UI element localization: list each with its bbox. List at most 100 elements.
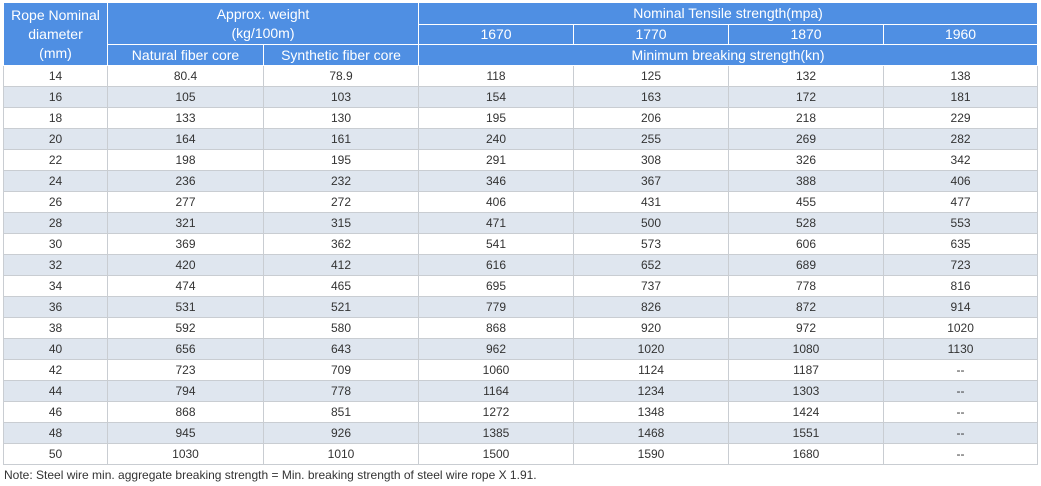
table-cell: 218 — [728, 107, 885, 129]
table-cell: 255 — [573, 128, 730, 150]
header-tensile-strength: Nominal Tensile strength(mpa) — [418, 2, 1039, 25]
footnote: Note: Steel wire min. aggregate breaking… — [4, 468, 537, 482]
table-cell: 181 — [883, 86, 1039, 108]
table-cell: 1680 — [728, 443, 885, 465]
header-diameter-line1: Rope Nominal — [11, 6, 100, 23]
header-grade-1670: 1670 — [418, 24, 575, 45]
table-cell: 580 — [262, 317, 420, 339]
table-cell: 282 — [883, 128, 1039, 150]
table-cell: 161 — [262, 128, 420, 150]
table-cell: 195 — [262, 149, 420, 171]
header-grade-1960: 1960 — [883, 24, 1039, 45]
table-cell: 154 — [418, 86, 575, 108]
table-row: 42 723 709 1060 1124 1187 -- — [3, 359, 1039, 381]
table-cell: 778 — [262, 380, 420, 402]
table-cell: 972 — [728, 317, 885, 339]
table-row: 48 945 926 1385 1468 1551 -- — [3, 422, 1039, 444]
table-cell: 232 — [262, 170, 420, 192]
table-cell: 308 — [573, 149, 730, 171]
table-cell: 30 — [3, 233, 108, 255]
table-cell: 18 — [3, 107, 108, 129]
rope-spec-table: Rope Nominal diameter (mm) Approx. weigh… — [3, 2, 1039, 465]
table-cell: 465 — [262, 275, 420, 297]
table-cell: 1164 — [418, 380, 575, 402]
table-cell: 816 — [883, 275, 1039, 297]
table-cell: 132 — [728, 65, 885, 87]
header-natural-fiber: Natural fiber core — [107, 44, 264, 66]
table-cell: 1080 — [728, 338, 885, 360]
table-cell: 1385 — [418, 422, 575, 444]
table-cell: 20 — [3, 128, 108, 150]
table-cell: -- — [883, 359, 1039, 381]
table-cell: 779 — [418, 296, 575, 318]
table-cell: 737 — [573, 275, 730, 297]
table-cell: 1303 — [728, 380, 885, 402]
table-cell: 28 — [3, 212, 108, 234]
table-cell: 1468 — [573, 422, 730, 444]
table-cell: 920 — [573, 317, 730, 339]
table-cell: 206 — [573, 107, 730, 129]
table-cell: 133 — [107, 107, 264, 129]
table-cell: 606 — [728, 233, 885, 255]
table-cell: 616 — [418, 254, 575, 276]
table-row: 18 133 130 195 206 218 229 — [3, 107, 1039, 129]
table-cell: 962 — [418, 338, 575, 360]
table-row: 14 80.4 78.9 118 125 132 138 — [3, 65, 1039, 87]
table-header: Rope Nominal diameter (mm) Approx. weigh… — [3, 2, 1039, 66]
table-cell: 851 — [262, 401, 420, 423]
table-cell: 926 — [262, 422, 420, 444]
table-cell: 1030 — [107, 443, 264, 465]
table-cell: 42 — [3, 359, 108, 381]
table-cell: 105 — [107, 86, 264, 108]
table-cell: 34 — [3, 275, 108, 297]
table-cell: 38 — [3, 317, 108, 339]
table-cell: 521 — [262, 296, 420, 318]
table-cell: 1187 — [728, 359, 885, 381]
table-row: 38 592 580 868 920 972 1020 — [3, 317, 1039, 339]
table-row: 24 236 232 346 367 388 406 — [3, 170, 1039, 192]
table-cell: 689 — [728, 254, 885, 276]
table-row: 36 531 521 779 826 872 914 — [3, 296, 1039, 318]
table-cell: 125 — [573, 65, 730, 87]
table-cell: 1234 — [573, 380, 730, 402]
table-row: 20 164 161 240 255 269 282 — [3, 128, 1039, 150]
table-row: 30 369 362 541 573 606 635 — [3, 233, 1039, 255]
table-cell: 652 — [573, 254, 730, 276]
table-cell: 103 — [262, 86, 420, 108]
table-cell: 531 — [107, 296, 264, 318]
table-cell: 269 — [728, 128, 885, 150]
table-cell: 240 — [418, 128, 575, 150]
table-cell: 914 — [883, 296, 1039, 318]
table-cell: 138 — [883, 65, 1039, 87]
table-cell: 291 — [418, 149, 575, 171]
table-cell: 1590 — [573, 443, 730, 465]
table-cell: 794 — [107, 380, 264, 402]
header-diameter-line3: (mm) — [39, 44, 72, 61]
table-cell: 342 — [883, 149, 1039, 171]
table-cell: 592 — [107, 317, 264, 339]
header-weight-line2: (kg/100m) — [231, 24, 295, 41]
table-cell: 163 — [573, 86, 730, 108]
table-cell: 412 — [262, 254, 420, 276]
header-diameter-line2: diameter — [28, 25, 83, 42]
header-weight: Approx. weight (kg/100m) — [106, 2, 420, 45]
table-cell: 272 — [262, 191, 420, 213]
table-cell: 1551 — [728, 422, 885, 444]
table-cell: 315 — [262, 212, 420, 234]
table-cell: 16 — [3, 86, 108, 108]
table-cell: 80.4 — [107, 65, 264, 87]
header-synthetic-fiber: Synthetic fiber core — [262, 44, 420, 66]
table-cell: 195 — [418, 107, 575, 129]
table-cell: 130 — [262, 107, 420, 129]
table-cell: 36 — [3, 296, 108, 318]
table-cell: 22 — [3, 149, 108, 171]
table-cell: 321 — [107, 212, 264, 234]
table-row: 22 198 195 291 308 326 342 — [3, 149, 1039, 171]
table-row: 40 656 643 962 1020 1080 1130 — [3, 338, 1039, 360]
table-cell: 471 — [418, 212, 575, 234]
table-cell: 172 — [728, 86, 885, 108]
table-cell: 388 — [728, 170, 885, 192]
table-row: 50 1030 1010 1500 1590 1680 -- — [3, 443, 1039, 465]
table-cell: 455 — [728, 191, 885, 213]
header-grade-1770: 1770 — [573, 24, 730, 45]
